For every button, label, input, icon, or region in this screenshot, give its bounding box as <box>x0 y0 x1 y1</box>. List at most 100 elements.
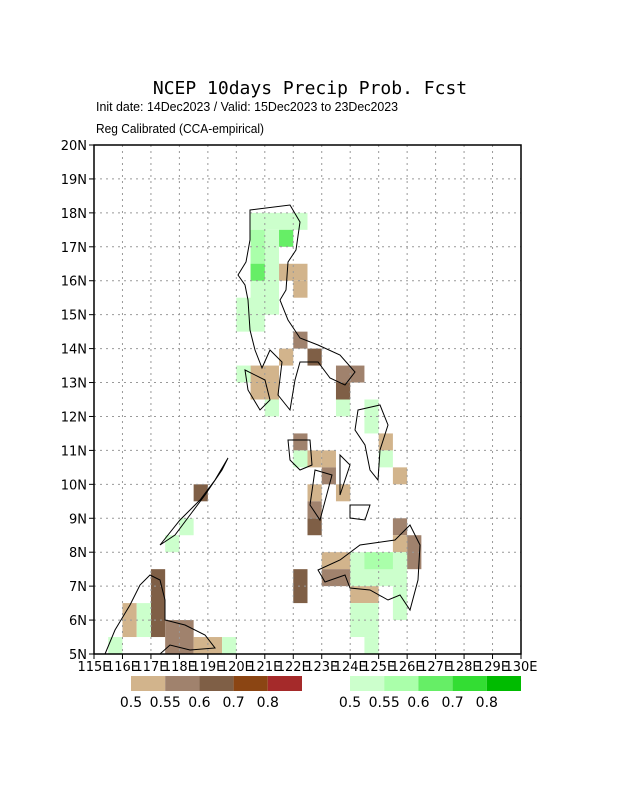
legend-swatch <box>267 676 302 691</box>
y-tick-label: 19N <box>61 173 87 188</box>
x-tick-label: 119E <box>191 660 224 675</box>
legend-swatch <box>199 676 234 691</box>
legend: 0.5 0.55 0.6 0.7 0.8 0.5 0.55 0.6 0.7 0.8 <box>120 676 521 711</box>
cell <box>364 637 379 654</box>
cell <box>279 348 294 366</box>
cell <box>165 535 180 553</box>
cell <box>335 399 351 417</box>
legend-swatch <box>233 676 268 691</box>
coastline <box>317 524 421 612</box>
x-tick-label: 116E <box>106 660 139 675</box>
cell <box>392 586 408 621</box>
x-tick-label: 123E <box>305 660 338 675</box>
cell <box>392 535 408 553</box>
y-tick-label: 18N <box>61 207 87 222</box>
coastline <box>309 469 333 522</box>
cell <box>392 518 408 536</box>
legend-label: 0.7 <box>222 695 244 711</box>
x-tick-label: 117E <box>134 660 167 675</box>
subtitle: Init date: 14Dec2023 / Valid: 15Dec2023 … <box>96 99 398 114</box>
legend-label: 0.7 <box>441 695 463 711</box>
title: NCEP 10days Precip Prob. Fcst <box>153 78 467 99</box>
cell <box>392 467 408 485</box>
x-tick-label: 126E <box>391 660 424 675</box>
cell <box>108 637 123 654</box>
y-tick-label: 17N <box>61 241 87 256</box>
legend-label: 0.55 <box>369 695 400 711</box>
coastline <box>159 457 229 546</box>
cell <box>293 569 308 604</box>
y-tick-label: 7N <box>69 580 87 595</box>
cell <box>193 484 208 502</box>
legend-swatch <box>486 676 521 691</box>
cell <box>307 450 322 468</box>
x-tick-label: 122E <box>277 660 310 675</box>
coastline <box>104 574 216 655</box>
legend-swatch <box>165 676 200 691</box>
cells <box>108 212 422 654</box>
y-tick-label: 14N <box>61 343 87 358</box>
legend-label: 0.5 <box>339 695 361 711</box>
y-tick-label: 16N <box>61 275 87 290</box>
legend-label: 0.55 <box>150 695 181 711</box>
cell <box>321 450 336 468</box>
y-tick-label: 11N <box>61 444 87 459</box>
legend-label: 0.6 <box>188 695 210 711</box>
x-tick-label: 124E <box>334 660 367 675</box>
legend-label: 0.8 <box>257 695 279 711</box>
cell <box>236 365 251 383</box>
coastline <box>354 404 389 482</box>
subtitle: Reg Calibrated (CCA-empirical) <box>96 121 264 136</box>
x-tick-label: 121E <box>248 660 281 675</box>
cell <box>321 467 336 485</box>
legend-label: 0.8 <box>476 695 498 711</box>
cell <box>335 382 351 400</box>
cell <box>407 535 422 570</box>
y-tick-label: 13N <box>61 377 87 392</box>
x-tick-label: 127E <box>419 660 452 675</box>
cell <box>222 637 237 654</box>
x-tick-label: 118E <box>163 660 196 675</box>
cell <box>307 484 322 502</box>
cell <box>264 399 280 417</box>
y-tick-label: 15N <box>61 309 87 324</box>
cell <box>378 433 393 451</box>
coastline <box>287 439 313 471</box>
y-tick-label: 12N <box>61 410 87 425</box>
x-tick-label: 128E <box>448 660 481 675</box>
map-frame <box>93 144 522 655</box>
x-tick-label: 129E <box>476 660 509 675</box>
cell <box>293 331 308 349</box>
x-tick-label: 115E <box>77 660 110 675</box>
cell <box>378 450 393 468</box>
cell <box>293 280 308 298</box>
y-tick-label: 6N <box>69 614 87 629</box>
x-tick-label: 130E <box>504 660 537 675</box>
cell <box>293 450 308 468</box>
legend-swatch <box>384 676 419 691</box>
y-tick-label: 10N <box>61 478 87 493</box>
legend-swatch <box>452 676 487 691</box>
cell <box>179 518 194 536</box>
coastline <box>237 204 356 412</box>
cell <box>307 348 322 366</box>
cell <box>279 229 294 247</box>
legend-swatch <box>131 676 166 691</box>
cell <box>293 433 308 451</box>
legend-swatch <box>350 676 385 691</box>
cell <box>250 263 265 281</box>
coastlines <box>104 204 421 655</box>
coastline <box>244 369 271 411</box>
legend-label: 0.5 <box>120 695 142 711</box>
coastline <box>339 453 351 496</box>
y-tick-label: 5N <box>69 648 87 663</box>
cell <box>193 637 223 654</box>
x-tick-label: 125E <box>362 660 395 675</box>
x-tick-label: 120E <box>220 660 253 675</box>
y-tick-label: 20N <box>61 139 87 154</box>
y-tick-label: 9N <box>69 512 87 527</box>
cell <box>307 501 322 519</box>
legend-label: 0.6 <box>407 695 429 711</box>
coastline <box>349 504 371 521</box>
